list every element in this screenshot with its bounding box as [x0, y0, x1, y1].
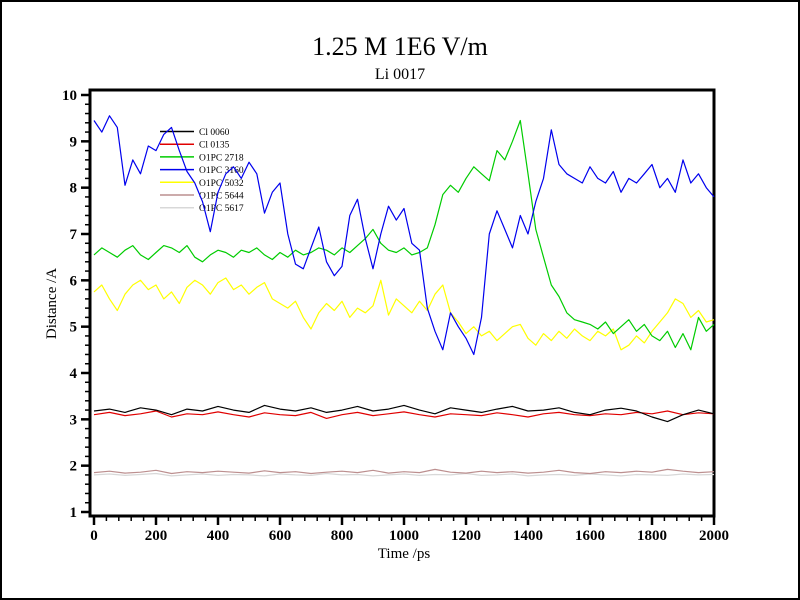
series-cl-0135 [93, 410, 715, 419]
x-tick-label: 1000 [389, 528, 419, 544]
y-tick-label: 4 [70, 366, 78, 382]
x-tick-label: 2000 [699, 528, 729, 544]
y-tick-label: 5 [70, 320, 78, 336]
series-o1pc-5617 [93, 472, 715, 477]
x-tick-label: 0 [90, 528, 98, 544]
x-tick-label: 1400 [513, 528, 543, 544]
y-axis-title: Distance /A [44, 268, 60, 339]
x-major-ticks [92, 516, 716, 525]
series-o1pc-3160 [93, 115, 715, 356]
series-o1pc-5644 [93, 468, 715, 475]
y-minor-ticks [85, 103, 90, 504]
x-tick-label: 600 [269, 528, 292, 544]
y-tick-label: 2 [70, 459, 78, 475]
chart-title: 1.25 M 1E6 V/m [312, 32, 488, 61]
plot-frame [88, 88, 716, 518]
x-tick-label: 1200 [451, 528, 481, 544]
y-major-ticks [81, 93, 90, 514]
chart-subtitle: Li 0017 [374, 66, 426, 83]
legend-label-o1pc-2718: O1PC 2718 [199, 153, 244, 163]
y-tick-label: 7 [70, 227, 78, 243]
x-minor-ticks [105, 516, 703, 521]
x-tick-label: 800 [331, 528, 354, 544]
x-tick-labels: 0 200 400 600 800 1000 1200 1400 1600 1800 2000 [90, 528, 729, 544]
legend-label-o1pc-3160: O1PC 3160 [199, 166, 244, 176]
x-tick-label: 200 [145, 528, 168, 544]
y-tick-label: 10 [62, 88, 77, 104]
y-tick-label: 1 [70, 505, 78, 521]
legend-label-cl-0135: Cl 0135 [199, 141, 230, 151]
y-tick-label: 9 [70, 134, 78, 150]
y-tick-label: 6 [70, 273, 78, 289]
series-o1pc-5032 [93, 277, 715, 351]
y-tick-labels: 1 2 3 4 5 6 7 8 9 10 [62, 88, 78, 521]
y-tick-label: 3 [70, 412, 78, 428]
series-o1pc-2718 [93, 119, 715, 351]
x-tick-label: 1800 [637, 528, 667, 544]
x-tick-label: 400 [207, 528, 230, 544]
x-tick-label: 1600 [575, 528, 605, 544]
series-cl-0060 [93, 404, 715, 423]
legend-label-o1pc-5644: O1PC 5644 [199, 192, 244, 202]
y-tick-label: 8 [70, 181, 78, 197]
legend-label-o1pc-5617: O1PC 5617 [199, 204, 244, 214]
legend-label-cl-0060: Cl 0060 [199, 128, 230, 138]
x-axis-title: Time /ps [378, 546, 431, 562]
